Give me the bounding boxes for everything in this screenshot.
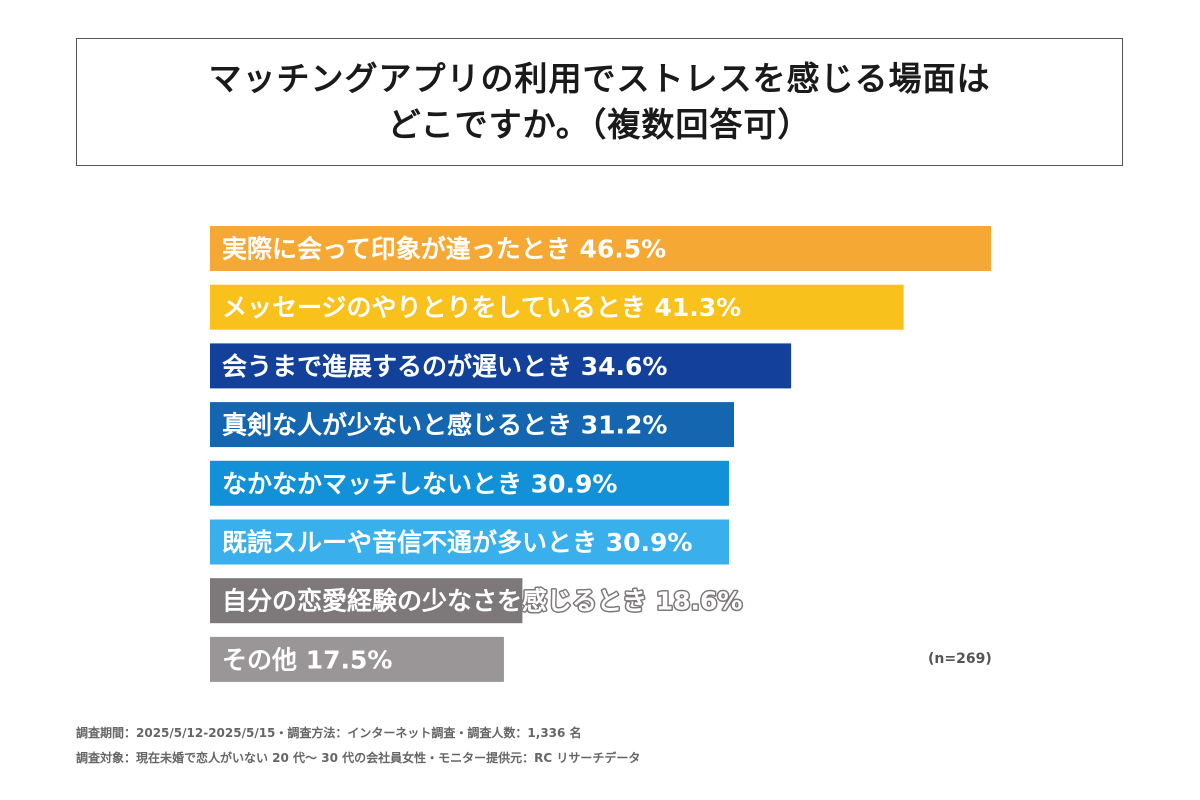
chart-title-line2: どこですか。（複数回答可） [387, 105, 812, 144]
bar-3 [210, 343, 792, 389]
bar-1 [210, 226, 991, 271]
bar-label-7: 自分の恋愛経験の少なさを感じるとき 18.6% [222, 587, 742, 616]
bar-label-2: メッセージのやりとりをしているとき 41.3% [222, 293, 741, 322]
bar-4 [210, 402, 735, 448]
sample-size-label: (n=269) [928, 651, 992, 667]
bar-label-4: 真剣な人が少ないと感じるとき 31.2% [222, 411, 667, 440]
footer-survey-target: 調査対象：現在未婚で恋人がいない 20 代～ 30 代の会社員女性・モニター提供… [76, 751, 641, 765]
bar-2 [210, 284, 904, 330]
bar-7 [210, 578, 523, 624]
bar-label-6: 既読スルーや音信不通が多いとき 30.9% [222, 528, 692, 557]
bar-5 [210, 460, 729, 506]
bar-label-1: 実際に会って印象が違ったとき 46.5% [222, 235, 666, 264]
bar-label-5: なかなかマッチしないとき 30.9% [222, 469, 617, 498]
bar-label-8: その他 17.5% [222, 645, 392, 674]
bar-6 [210, 519, 729, 565]
bar-8 [210, 636, 504, 682]
bar-label-3: 会うまで進展するのが遅いとき 34.6% [222, 352, 667, 381]
chart-title-box: マッチングアプリの利用でストレスを感じる場面は どこですか。（複数回答可） [76, 38, 1123, 166]
chart-title-line1: マッチングアプリの利用でストレスを感じる場面は [208, 59, 991, 98]
footer-survey-info: 調査期間：2025/5/12-2025/5/15・調査方法：インターネット調査・… [76, 726, 582, 740]
